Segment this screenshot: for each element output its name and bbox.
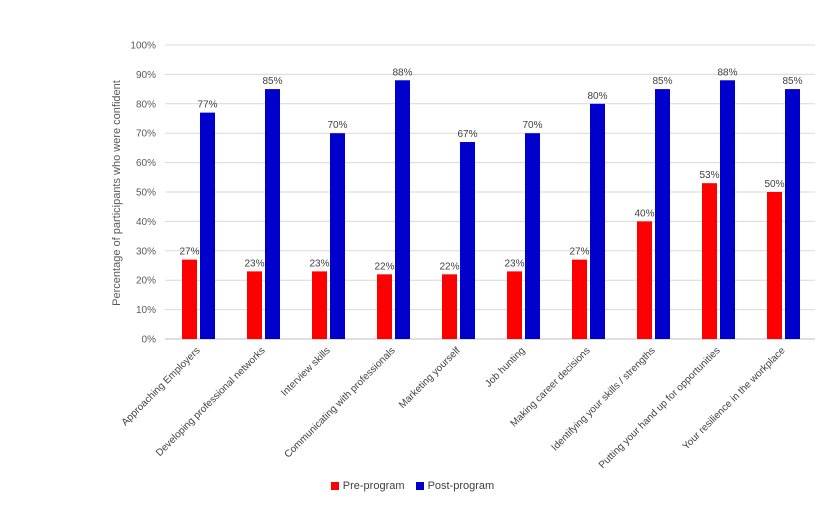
- bar-post-program: [655, 89, 670, 339]
- y-tick-label: 100%: [130, 41, 156, 52]
- data-label-post: 85%: [782, 76, 802, 87]
- data-label-pre: 27%: [569, 247, 589, 258]
- category-label: Your resilience in the workplace: [681, 345, 788, 452]
- category-label: Communicating with professionals: [283, 345, 398, 460]
- y-tick-label: 80%: [136, 99, 156, 110]
- y-axis-label: Percentage of participants who were conf…: [111, 80, 123, 306]
- data-label-post: 77%: [197, 100, 217, 111]
- data-label-post: 80%: [587, 91, 607, 102]
- legend-item-pre: Pre-program: [330, 480, 405, 492]
- data-label-pre: 22%: [374, 261, 394, 272]
- data-label-pre: 23%: [504, 258, 524, 269]
- data-label-post: 85%: [652, 76, 672, 87]
- y-tick-label: 50%: [136, 188, 156, 199]
- y-axis-ticks: 0% 10% 20% 30% 40% 50% 60% 70% 80% 90% 100%: [130, 41, 156, 346]
- category-label: Marketing yourself: [397, 345, 463, 411]
- bar-post-program: [460, 142, 475, 339]
- y-tick-label: 40%: [136, 217, 156, 228]
- bar-pre-program: [507, 271, 522, 339]
- bar-post-program: [265, 89, 280, 339]
- y-tick-label: 60%: [136, 158, 156, 169]
- data-labels: 27% 77% 23% 85% 23% 70% 22% 88% 22% 67% 23% 70% 27% 8…: [179, 67, 802, 272]
- bars: [182, 80, 800, 340]
- data-label-pre: 53%: [699, 170, 719, 181]
- legend-swatch-post: [415, 482, 424, 490]
- category-label: Job hunting: [483, 345, 527, 389]
- bar-post-program: [785, 89, 800, 339]
- bar-pre-program: [312, 271, 327, 339]
- category-label: Identifying your skills / strengths: [550, 345, 658, 453]
- bar-post-program: [330, 133, 345, 339]
- bar-post-program: [200, 112, 215, 340]
- bar-post-program: [395, 80, 410, 339]
- bar-pre-program: [247, 271, 262, 339]
- bar-pre-program: [702, 183, 717, 339]
- bar-pre-program: [767, 192, 782, 339]
- legend-item-post: Post-program: [415, 480, 495, 492]
- bar-pre-program: [442, 274, 457, 339]
- data-label-pre: 27%: [179, 247, 199, 258]
- gridlines: [165, 44, 815, 340]
- data-label-post: 88%: [392, 67, 412, 78]
- legend-label-post: Post-program: [427, 480, 495, 492]
- data-label-post: 88%: [717, 67, 737, 78]
- category-label: Developing professional networks: [154, 345, 268, 459]
- y-tick-label: 90%: [136, 70, 156, 81]
- bar-pre-program: [182, 259, 197, 339]
- data-label-pre: 40%: [634, 208, 654, 219]
- bar-pre-program: [637, 221, 652, 339]
- y-tick-label: 10%: [136, 305, 156, 316]
- y-tick-label: 0%: [142, 335, 157, 346]
- data-label-pre: 23%: [244, 258, 264, 269]
- bar-post-program: [720, 80, 735, 339]
- legend-label-pre: Pre-program: [342, 480, 405, 492]
- bar-post-program: [590, 103, 605, 339]
- category-label: Interview skills: [279, 345, 332, 398]
- category-label: Putting your hand up for opportunities: [597, 345, 723, 471]
- data-label-post: 70%: [327, 120, 347, 131]
- bar-pre-program: [377, 274, 392, 339]
- data-label-post: 70%: [522, 120, 542, 131]
- y-tick-label: 70%: [136, 129, 156, 140]
- bar-pre-program: [572, 259, 587, 339]
- bar-post-program: [525, 133, 540, 339]
- data-label-pre: 50%: [764, 179, 784, 190]
- legend: Pre-program Post-program: [0, 480, 825, 493]
- data-label-post: 67%: [457, 129, 477, 140]
- y-tick-label: 20%: [136, 276, 156, 287]
- data-label-pre: 23%: [309, 258, 329, 269]
- y-tick-label: 30%: [136, 246, 156, 257]
- data-label-pre: 22%: [439, 261, 459, 272]
- data-label-post: 85%: [262, 76, 282, 87]
- legend-swatch-pre: [330, 482, 339, 490]
- bar-chart: 0% 10% 20% 30% 40% 50% 60% 70% 80% 90% 100% 27% 77%…: [111, 41, 815, 471]
